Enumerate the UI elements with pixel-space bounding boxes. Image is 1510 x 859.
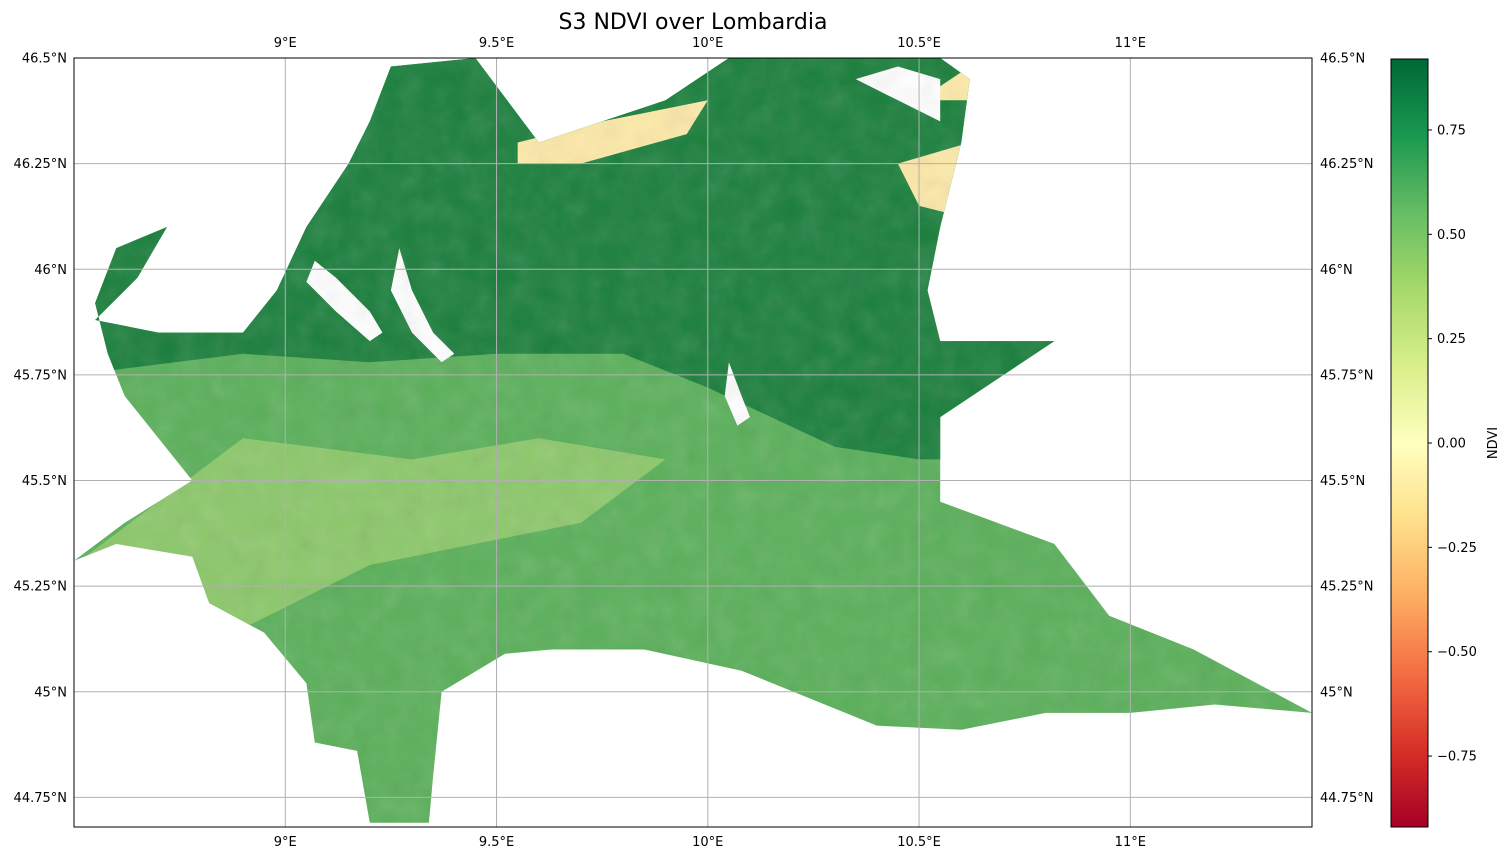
lat-label-left: 46.25°N bbox=[14, 157, 67, 172]
lon-label-top: 10°E bbox=[692, 36, 723, 51]
lon-label-bottom: 11°E bbox=[1115, 835, 1146, 850]
colorbar-tick-label: −0.75 bbox=[1437, 750, 1477, 765]
colorbar: 0.75 0.50 0.25 0.00 −0.25 −0.50 −0.75 NDVI bbox=[1390, 58, 1501, 828]
lat-label-right: 45.5°N bbox=[1320, 474, 1365, 489]
lat-label-left: 45.75°N bbox=[14, 368, 67, 383]
colorbar-tick-label: 0.00 bbox=[1437, 437, 1466, 452]
latitude-labels: 46.5°N 46.5°N 46.25°N 46.25°N 46°N 46°N 45.75°… bbox=[14, 52, 1374, 806]
plot-area bbox=[73, 57, 1313, 828]
lon-label-bottom: 10.5°E bbox=[897, 835, 941, 850]
colorbar-ticks: 0.75 0.50 0.25 0.00 −0.25 −0.50 −0.75 bbox=[1428, 123, 1477, 765]
lon-label-top: 9°E bbox=[274, 36, 297, 51]
lon-label-bottom: 9°E bbox=[274, 835, 297, 850]
colorbar-tick-label: 0.75 bbox=[1437, 123, 1466, 138]
colorbar-tick-label: 0.50 bbox=[1437, 228, 1466, 243]
lat-label-right: 46.25°N bbox=[1320, 157, 1373, 172]
lon-label-top: 9.5°E bbox=[479, 36, 514, 51]
lon-label-top: 10.5°E bbox=[897, 36, 941, 51]
lat-label-left: 44.75°N bbox=[14, 791, 67, 806]
colorbar-tick-label: −0.25 bbox=[1437, 541, 1477, 556]
colorbar-tick-label: −0.50 bbox=[1437, 645, 1477, 660]
lat-label-left: 45.5°N bbox=[22, 474, 67, 489]
lat-label-left: 46°N bbox=[34, 263, 67, 278]
plot-frame bbox=[73, 57, 1313, 828]
lat-label-left: 46.5°N bbox=[22, 52, 67, 67]
lon-label-bottom: 9.5°E bbox=[479, 835, 514, 850]
lat-label-left: 45°N bbox=[34, 685, 67, 700]
lat-label-right: 45°N bbox=[1320, 685, 1353, 700]
lat-label-right: 46.5°N bbox=[1320, 52, 1365, 67]
colorbar-label: NDVI bbox=[1486, 427, 1501, 459]
lon-label-bottom: 10°E bbox=[692, 835, 723, 850]
lat-label-right: 44.75°N bbox=[1320, 791, 1373, 806]
lat-label-left: 45.25°N bbox=[14, 580, 67, 595]
map-title: S3 NDVI over Lombardia bbox=[559, 10, 828, 35]
graticule bbox=[74, 58, 1312, 827]
colorbar-gradient bbox=[1390, 58, 1429, 828]
lat-label-right: 45.75°N bbox=[1320, 368, 1373, 383]
lat-label-right: 45.25°N bbox=[1320, 580, 1373, 595]
colorbar-tick-label: 0.25 bbox=[1437, 332, 1466, 347]
lon-label-top: 11°E bbox=[1115, 36, 1146, 51]
longitude-labels: 9°E 9°E 9.5°E 9.5°E 10°E 10°E 10.5°E 10.5°E 11°E… bbox=[274, 36, 1146, 850]
lat-label-right: 46°N bbox=[1320, 263, 1353, 278]
